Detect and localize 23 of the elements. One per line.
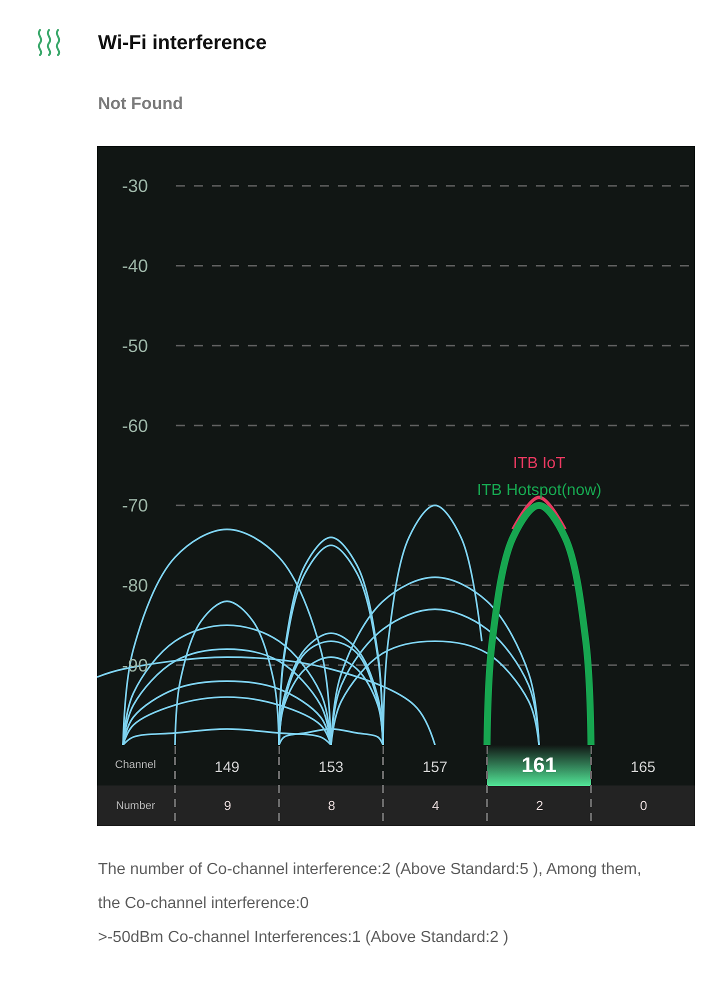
text: >-50dBm Co-channel Interferences:1 (Above Standard:2 ) [98, 928, 510, 948]
x-axis-title: Channel [115, 759, 156, 771]
x-tick-label: 157 [422, 759, 448, 776]
chart-title: Wi-Fi interference [98, 31, 267, 55]
text: 8 [328, 798, 336, 813]
y-tick-label: -30 [122, 176, 148, 196]
x-tick-label: 165 [630, 759, 656, 776]
y-tick-label: -60 [122, 416, 148, 436]
x-tick-label: 149 [214, 759, 240, 776]
text: ITB IoT [513, 455, 566, 472]
series-label: ITB Hotspot(now) [477, 482, 602, 499]
text: 0 [640, 798, 648, 813]
x-tick-label: 153 [318, 759, 344, 776]
text: 2 [536, 798, 544, 813]
x2-axis-title: Number [116, 800, 156, 812]
y-tick-label: -40 [122, 256, 148, 276]
y-tick-label: -70 [122, 496, 148, 516]
text: 4 [432, 798, 440, 813]
text: The number of Co-channel interference:2 (Above Standard:5 ), Among them, the Co-channel interference:0 [98, 860, 642, 914]
text: 9 [224, 798, 232, 813]
chart-subtitle: Not Found [98, 93, 183, 115]
x-tick-label: 161 [521, 754, 557, 777]
y-tick-label: -50 [122, 336, 148, 356]
